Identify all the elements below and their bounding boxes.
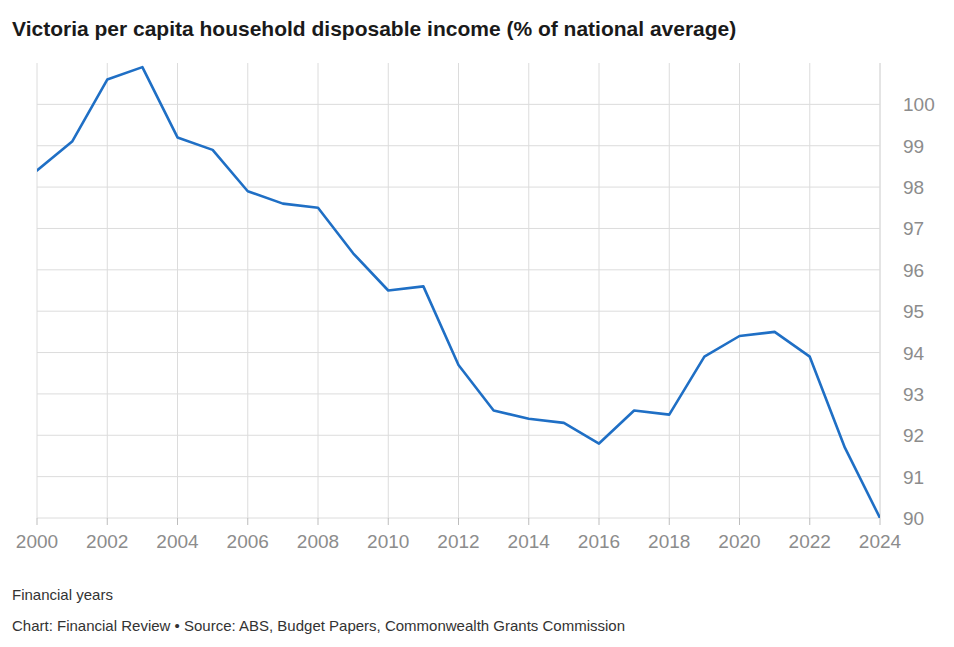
x-grid-line [247,63,248,518]
x-tick-label: 2018 [648,531,690,552]
y-tick-label: 96 [903,260,924,281]
series-line [37,67,880,518]
x-tick-label: 2000 [16,531,58,552]
x-tick-label: 2022 [789,531,831,552]
x-tick-mark [809,518,810,525]
x-axis-note: Financial years [12,586,113,603]
x-tick-mark [528,518,529,525]
x-grid-line [599,63,600,518]
y-range-line [880,63,881,518]
x-grid-line [318,63,319,518]
x-grid-line [177,63,178,518]
y-tick-label: 91 [903,467,924,488]
y-tick-label: 92 [903,425,924,446]
x-tick-label: 2024 [859,531,902,552]
x-grid-line [37,63,38,518]
plot-area [37,67,880,518]
x-tick-label: 2002 [86,531,128,552]
x-tick-label: 2016 [578,531,620,552]
x-tick-label: 2010 [367,531,409,552]
x-tick-label: 2006 [227,531,269,552]
x-tick-mark [669,518,670,525]
chart-root: Victoria per capita household disposable… [0,0,954,647]
y-tick-label: 100 [903,94,935,115]
y-tick-label: 90 [903,508,924,529]
x-tick-label: 2004 [156,531,199,552]
x-tick-mark [318,518,319,525]
x-grid-line [107,63,108,518]
source: Chart: Financial Review • Source: ABS, B… [12,617,625,634]
x-tick-label: 2012 [437,531,479,552]
x-grid-line [528,63,529,518]
title: Victoria per capita household disposable… [12,17,736,40]
x-tick-mark [37,518,38,525]
x-tick-mark [247,518,248,525]
x-grid-line [809,63,810,518]
y-tick-label: 97 [903,218,924,239]
x-grid-line [669,63,670,518]
x-tick-mark [177,518,178,525]
x-tick-mark [458,518,459,525]
x-tick-label: 2020 [718,531,760,552]
grid [37,63,880,518]
x-tick-mark [739,518,740,525]
x-tick-mark [107,518,108,525]
x-grid-line [880,63,881,518]
x-tick-label: 2008 [297,531,339,552]
y-tick-label: 98 [903,177,924,198]
x-grid-line [739,63,740,518]
x-tick-mark [880,518,881,525]
y-tick-label: 99 [903,136,924,157]
x-tick-mark [599,518,600,525]
y-tick-label: 94 [903,343,925,364]
x-tick-label: 2014 [508,531,551,552]
x-tick-mark [388,518,389,525]
y-tick-label: 93 [903,384,924,405]
x-grid-line [458,63,459,518]
chart-svg: Victoria per capita household disposable… [0,0,954,647]
y-tick-label: 95 [903,301,924,322]
